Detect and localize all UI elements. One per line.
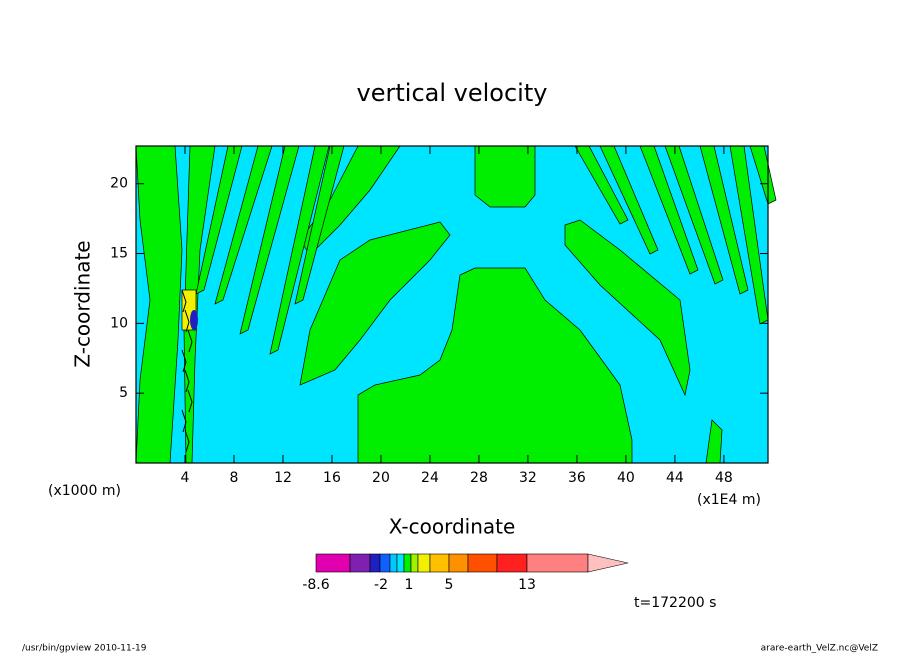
- contour-line: [187, 389, 193, 413]
- y-tick-label: 10: [110, 315, 128, 331]
- colorbar-segment: [429, 553, 450, 573]
- contour-line: [181, 409, 187, 433]
- colorbar-tick-label: -8.6: [302, 577, 329, 593]
- annotation: t=172200 s: [634, 595, 716, 611]
- contour-line: [187, 329, 193, 353]
- x-tick-label: 32: [519, 470, 537, 486]
- contour-line: [184, 309, 190, 333]
- chart-title: vertical velocity: [357, 79, 548, 107]
- y-tick-label: 20: [110, 176, 128, 192]
- contour-region: [357, 267, 633, 464]
- colorbar-segment: [410, 553, 419, 573]
- x-tick-label: 8: [230, 470, 239, 486]
- colorbar-segment: [349, 553, 371, 573]
- x-axis-label: X-coordinate: [389, 515, 516, 539]
- x-unit: (x1000 m): [48, 483, 121, 499]
- plot-frame: [135, 145, 769, 464]
- contour-line: [181, 289, 187, 313]
- contour-region: [474, 145, 536, 208]
- x-tick-label: 16: [323, 470, 341, 486]
- y-tick-label: 15: [110, 246, 128, 262]
- colorbar-tick-label: -2: [374, 577, 388, 593]
- x-tick-label: 36: [568, 470, 586, 486]
- colorbar-segment: [315, 553, 351, 573]
- colorbar-segment: [496, 553, 528, 573]
- contour-region: [183, 145, 216, 464]
- colorbar-segment: [417, 553, 431, 573]
- x-tick-label: 44: [666, 470, 684, 486]
- x-tick-label: 24: [421, 470, 439, 486]
- colorbar-segment: [396, 553, 405, 573]
- colorbar-segment: [369, 553, 381, 573]
- x-tick-label: 40: [617, 470, 635, 486]
- contour-line: [184, 429, 190, 453]
- contour-line: [181, 349, 187, 373]
- colorbar-segment: [379, 553, 391, 573]
- colorbar-tick-label: 13: [518, 577, 536, 593]
- x-tick-label: 4: [181, 470, 190, 486]
- x-unit-2: (x1E4 m): [697, 492, 761, 508]
- footer-left: /usr/bin/gpview 2010-11-19: [22, 644, 147, 654]
- colorbar-tick-label: 5: [445, 577, 454, 593]
- y-axis-label: Z-coordinate: [71, 240, 95, 367]
- colorbar-segment: [526, 553, 589, 573]
- footer-right: arare-earth_VelZ.nc@VelZ: [761, 644, 878, 654]
- x-tick-label: 48: [715, 470, 733, 486]
- colorbar-segment: [587, 553, 629, 573]
- x-tick-label: 20: [372, 470, 390, 486]
- contour-region: [564, 219, 691, 397]
- contour-region: [190, 310, 198, 330]
- contour-region: [299, 221, 451, 386]
- colorbar-segment: [389, 553, 398, 573]
- x-tick-label: 12: [274, 470, 292, 486]
- y-tick-label: 5: [119, 385, 128, 401]
- contour-line: [184, 369, 190, 393]
- colorbar-segment: [467, 553, 498, 573]
- x-tick-label: 28: [470, 470, 488, 486]
- colorbar-tick-label: 1: [405, 577, 414, 593]
- colorbar-segment: [403, 553, 412, 573]
- colorbar-segment: [448, 553, 469, 573]
